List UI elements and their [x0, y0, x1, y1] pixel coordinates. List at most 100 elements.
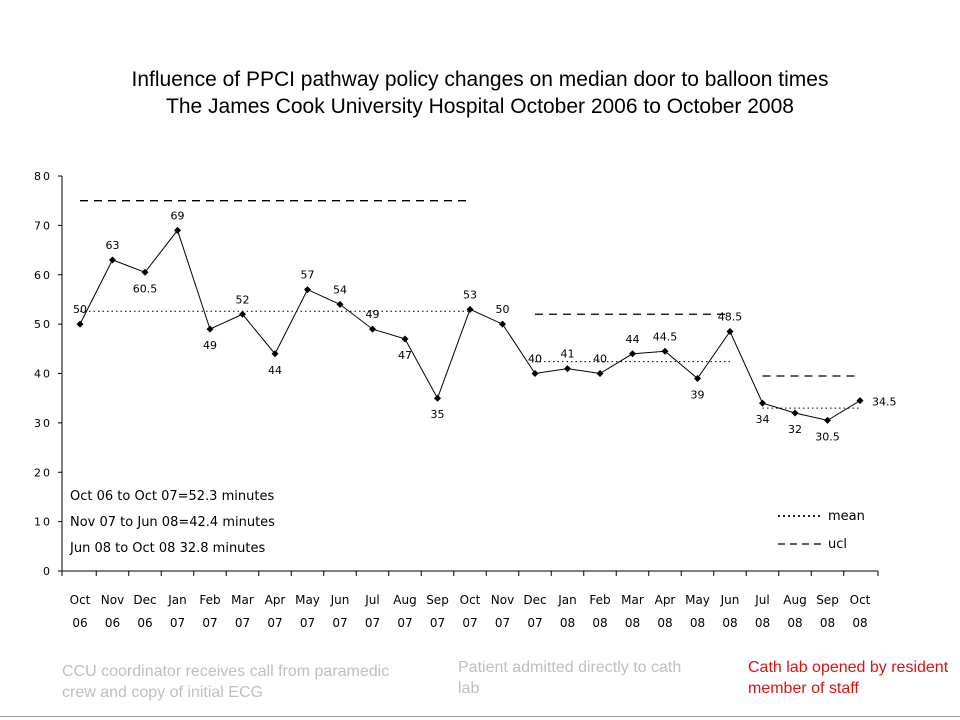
data-point [791, 409, 799, 417]
data-point [694, 374, 701, 382]
data-label: 48.5 [718, 311, 743, 324]
x-tick-label-month: Aug [783, 593, 806, 607]
x-tick-label-month: Jul [754, 593, 769, 607]
data-label: 63 [106, 239, 120, 252]
x-tick-label-month: Oct [850, 593, 871, 607]
reference-lines [80, 200, 860, 409]
data-label: 50 [496, 303, 510, 316]
x-tick-label-month: Jan [557, 593, 577, 607]
x-tick-label-year: 07 [170, 616, 185, 630]
data-label: 35 [431, 408, 445, 421]
data-point [239, 310, 246, 318]
data-point [726, 328, 734, 336]
x-tick-label-month: Sep [426, 593, 449, 607]
data-series: 50 63 60.5 69 49 52 44 57 54 49 47 35 53 50 40 41 40 44 44… [73, 209, 897, 443]
data-point [336, 300, 344, 308]
x-tick-label-month: Jun [720, 593, 740, 607]
data-point [596, 370, 604, 377]
x-tick-label-year: 08 [722, 616, 737, 630]
data-label: 32 [788, 423, 802, 436]
annotation-box [66, 485, 292, 505]
data-label: 40 [593, 353, 607, 366]
data-label: 49 [366, 308, 380, 321]
annotation-box [66, 537, 292, 557]
annotation-box [66, 511, 292, 531]
data-label: 44 [626, 333, 640, 346]
x-tick-label-year: 06 [137, 616, 152, 630]
x-tick-label-year: 07 [267, 616, 282, 630]
x-tick-label-year: 07 [202, 616, 217, 630]
bottom-divider [0, 716, 960, 717]
data-label: 69 [171, 209, 185, 222]
x-tick-label-month: Nov [491, 593, 514, 607]
annotation-text: Oct 06 to Oct 07=52.3 minutes [70, 489, 274, 504]
y-tick-label: 10 [34, 516, 52, 529]
footnote-ccu-coordinator: CCU coordinator receives call from param… [62, 663, 390, 701]
data-point [206, 325, 214, 333]
data-label: 49 [203, 339, 217, 352]
chart-title-line1: Influence of PPCI pathway policy changes… [131, 68, 829, 91]
x-tick-label-month: Sep [816, 593, 839, 607]
x-tick-label-month: Apr [265, 593, 286, 607]
data-point [174, 226, 181, 234]
y-tick-label: 70 [34, 219, 52, 232]
footnote-cath-lab-opened: Cath lab opened by resident member of st… [748, 659, 949, 697]
x-tick-label-month: Apr [655, 593, 676, 607]
data-point [661, 347, 669, 355]
x-tick-label-month: Jan [167, 593, 187, 607]
x-tick-label-year: 07 [495, 616, 510, 630]
annotation-text: Nov 07 to Jun 08=42.4 minutes [70, 515, 275, 530]
data-point [466, 305, 474, 313]
data-label: 47 [398, 349, 412, 362]
x-tick-label-month: Jun [330, 593, 350, 607]
x-tick-label-month: Feb [199, 593, 220, 607]
data-label: 44 [268, 364, 282, 377]
x-tick-label-year: 08 [592, 616, 607, 630]
data-point [369, 325, 376, 333]
data-point [304, 286, 311, 294]
data-label: 34.5 [872, 396, 897, 409]
x-tick-label-year: 08 [625, 616, 640, 630]
period-annotations: Oct 06 to Oct 07=52.3 minutes Nov 07 to J… [66, 485, 292, 557]
data-label: 41 [561, 348, 575, 361]
x-tick-label-month: Dec [523, 593, 546, 607]
x-tick-label-year: 07 [527, 616, 542, 630]
x-tick-label-year: 08 [657, 616, 672, 630]
data-label: 54 [333, 283, 347, 296]
x-tick-label-year: 07 [462, 616, 477, 630]
data-point [76, 320, 84, 328]
x-tick-label-year: 06 [105, 616, 120, 630]
chart-title: Influence of PPCI pathway policy changes… [0, 66, 960, 120]
annotation-text: Jun 08 to Oct 08 32.8 minutes [69, 541, 266, 556]
x-tick-label-year: 07 [397, 616, 412, 630]
x-tick-label-month: Nov [101, 593, 124, 607]
y-tick-label: 20 [34, 466, 52, 479]
x-tick-label-month: Mar [231, 593, 254, 607]
data-label: 57 [301, 269, 315, 282]
data-label: 40 [528, 353, 542, 366]
data-label: 44.5 [653, 330, 678, 343]
x-tick-label-month: Oct [460, 593, 481, 607]
x-tick-label-month: May [295, 593, 320, 607]
y-tick-label: 80 [34, 170, 52, 183]
x-tick-label-month: Oct [70, 593, 91, 607]
x-tick-label-year: 07 [300, 616, 315, 630]
data-point [564, 365, 571, 373]
footnote-direct-admission: Patient admitted directly to cath lab [458, 659, 682, 697]
data-label: 39 [691, 388, 705, 401]
data-point [759, 399, 766, 407]
data-label: 30.5 [815, 430, 840, 443]
data-label: 34 [756, 413, 770, 426]
x-tick-label-month: May [685, 593, 710, 607]
data-point [141, 268, 149, 276]
data-label: 50 [73, 303, 87, 316]
x-tick-label-year: 08 [560, 616, 575, 630]
data-point [109, 256, 116, 264]
x-tick-label-month: Jul [364, 593, 379, 607]
series-line [79, 229, 861, 421]
chart-axes: 0 10 20 30 40 50 60 70 80 Oct 06 Nov 06 Dec 06 Jan 07 Feb… [34, 170, 879, 630]
x-tick-label-month: Feb [589, 593, 610, 607]
y-tick-label: 50 [34, 318, 52, 331]
data-point [434, 394, 441, 402]
data-label: 53 [463, 288, 477, 301]
